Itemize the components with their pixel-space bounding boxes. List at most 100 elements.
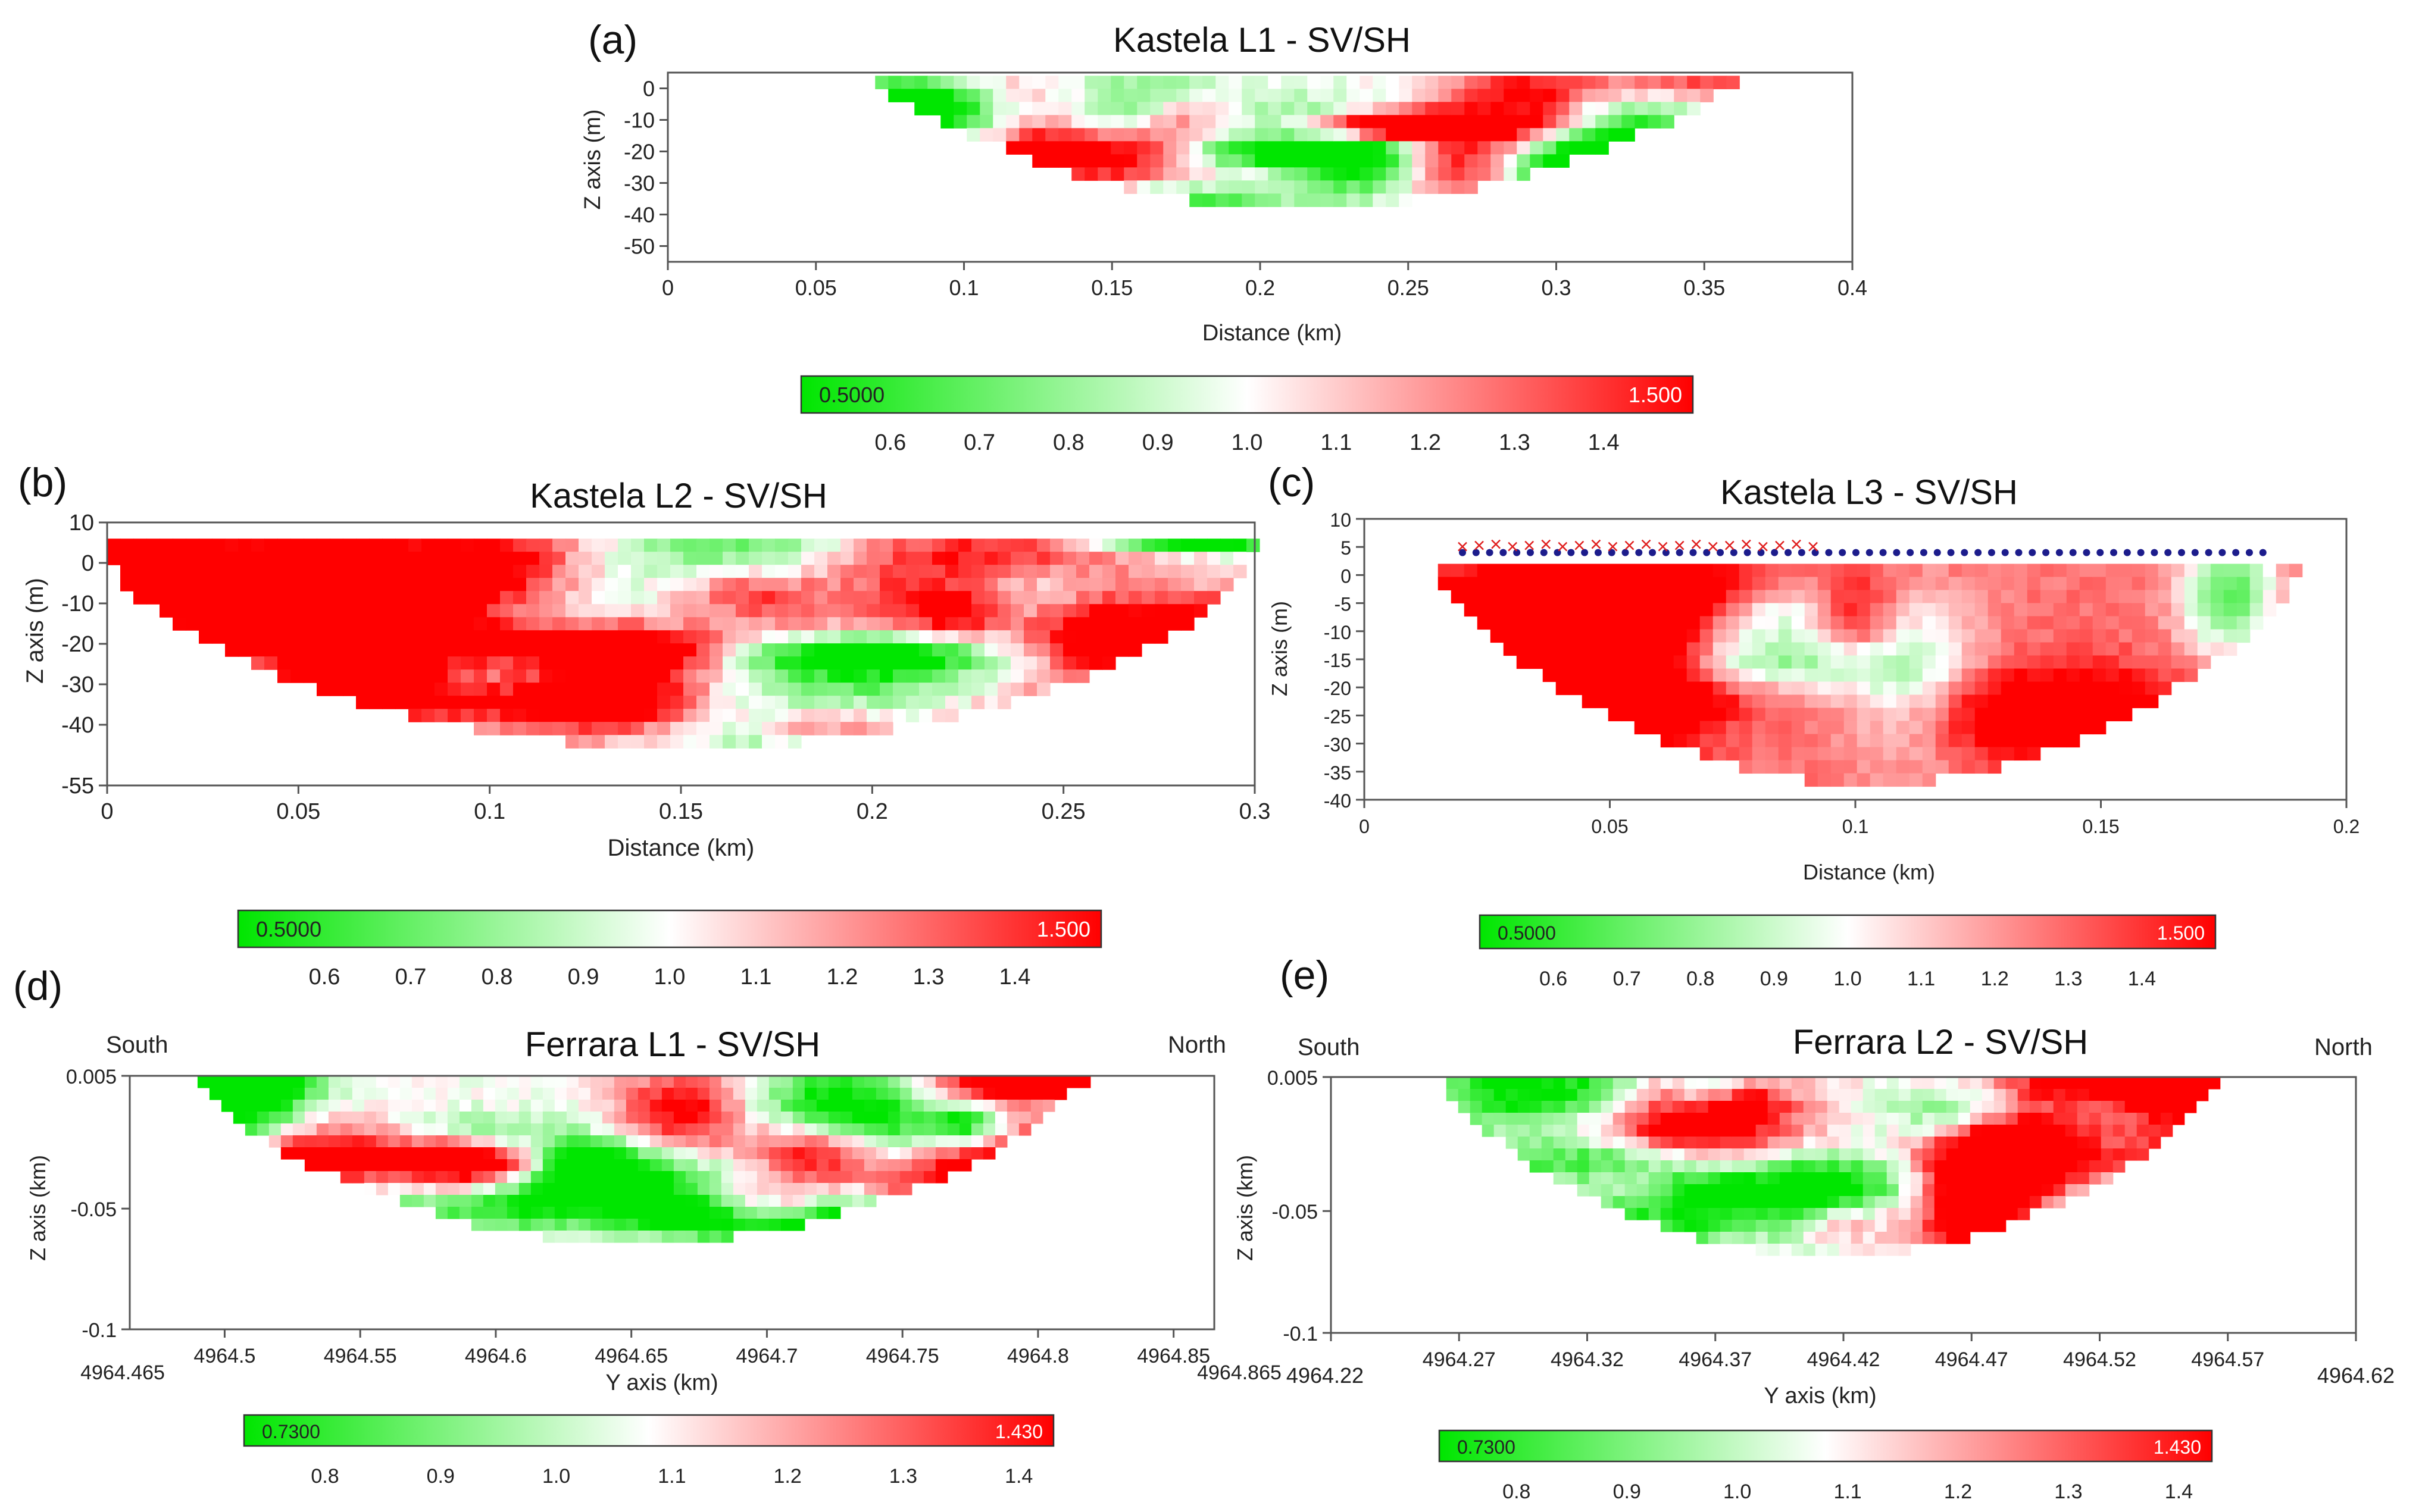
heatmap-cell [552,722,566,735]
heatmap-cell [1601,1148,1614,1161]
heatmap-cell [1115,552,1129,565]
heatmap-cell [1163,128,1177,142]
heatmap-cell [1712,564,1727,578]
heatmap-cell [1743,1184,1757,1197]
x-tick-label: 0 [101,799,113,824]
heatmap-cell [290,656,304,670]
heatmap-cell [1672,1077,1685,1090]
heatmap-cell [1360,193,1373,207]
heatmap-cell [1699,708,1714,722]
heatmap-cell [2040,668,2054,683]
heatmap-cell [1660,681,1674,696]
heatmap-cell [382,696,396,709]
heatmap-cell [1909,603,1923,617]
heatmap-cell [1464,590,1478,604]
x-tick-label: 0.2 [1245,276,1275,300]
heatmap-cell [2158,616,2172,630]
heatmap-cell [657,722,671,735]
heatmap-cell [1684,1196,1697,1209]
heatmap-cell [1556,115,1570,129]
heatmap-cell [631,617,645,631]
heatmap-cell [225,591,239,605]
heatmap-cell [1076,565,1090,578]
heatmap-cell [958,656,972,670]
heatmap-cell [840,683,854,696]
heatmap-cell [1898,1172,1911,1185]
heatmap-cell [1102,565,1116,578]
heatmap-cell [1910,1220,1923,1232]
heatmap-cell [1608,577,1622,591]
heatmap-cells [107,539,1260,749]
heatmap-cell [1726,721,1740,735]
heatmap-cell [827,552,841,565]
heatmap-cell [1425,89,1439,102]
heatmap-cell [1982,1160,1995,1173]
heatmap-cell [2132,577,2146,591]
heatmap-cell [1817,616,1832,630]
heatmap-cell [1624,1148,1637,1161]
heatmap-cell [225,604,239,618]
heatmap-cell [998,552,1011,565]
heatmap-cell [1386,89,1399,102]
heatmap-cell [1699,681,1714,696]
heatmap-cell [526,656,540,670]
heatmap-cell [1648,1137,1661,1149]
heatmap-cell [1063,578,1077,591]
heatmap-cell [1281,193,1295,207]
heatmap-cell [1870,760,1884,774]
heatmap-cell [1470,1101,1483,1113]
heatmap-cell [1817,747,1832,761]
heatmap-cell [2092,629,2107,643]
heatmap-cell [2077,1089,2090,1101]
heatmap-cell [1541,1125,1554,1137]
heatmap-cell [1647,590,1661,604]
heatmap-cell [1883,681,1897,696]
heatmap-cell [1307,193,1321,207]
heatmap-cell [1743,1101,1757,1113]
heatmap-cell [2158,668,2172,683]
heatmap-cell [1621,128,1635,142]
heatmap-cell [736,709,749,722]
heatmap-cell [1215,141,1229,155]
heatmap-cell [251,591,265,605]
heatmap-cell [173,591,186,605]
heatmap-cell [2105,681,2120,696]
heatmap-cell [1987,577,2002,591]
heatmap-cell [1189,193,1203,207]
heatmap-cell [1974,747,1989,761]
heatmap-cell [1804,642,1818,656]
heatmap-cell [1883,734,1897,748]
heatmap-cell [2066,590,2080,604]
heatmap-cell [1982,1172,1995,1185]
heatmap-cell [1111,89,1124,102]
heatmap-cell [1974,616,1989,630]
heatmap-cell [1490,590,1504,604]
heatmap-cell [1490,154,1504,168]
heatmap-cell [225,552,239,565]
heatmap-cell [2005,1113,2018,1125]
heatmap-cell [1137,102,1151,115]
heatmap-cell [487,630,501,644]
heatmap-cell [539,591,553,605]
heatmap-cell [1011,604,1024,618]
heatmap-cell [2017,1125,2030,1137]
heatmap-cell [1946,1137,1959,1149]
heatmap-cell [1803,1244,1816,1256]
heatmap-cell [710,617,723,631]
heatmap-cell [1857,773,1871,787]
heatmap-cell [914,76,928,89]
heatmap-cell [487,578,501,591]
heatmap-cell [1438,102,1452,115]
heatmap-cell [2077,1172,2090,1185]
heatmap-cell [2124,1125,2137,1137]
heatmap-cell [1529,577,1543,591]
heatmap-cell [1898,1089,1911,1101]
heatmap-cell [435,709,448,722]
heatmap-cell [867,630,880,644]
heatmap-cell [1360,102,1373,115]
heatmap-cell [696,735,710,749]
heatmap-cell [1493,1077,1507,1090]
heatmap-cell [827,656,841,670]
heatmap-cell [461,630,474,644]
heatmap-cell [683,604,697,618]
